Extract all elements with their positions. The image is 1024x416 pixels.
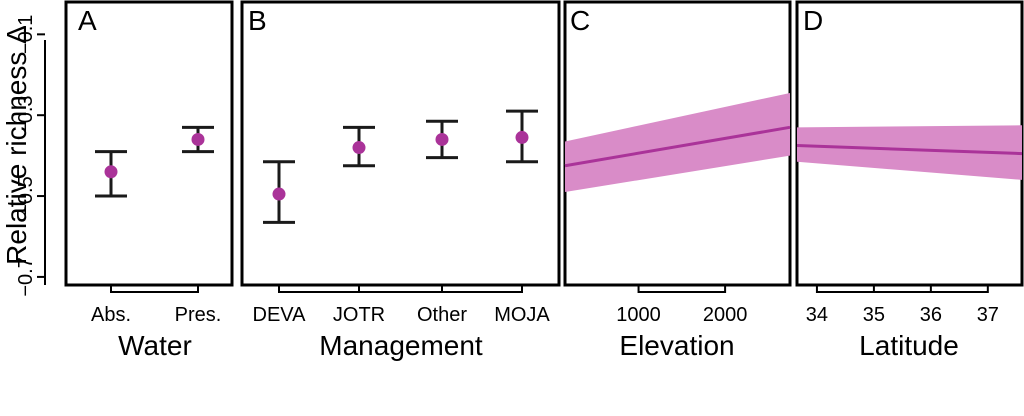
x-tick-label: JOTR [333, 304, 385, 326]
data-point [352, 141, 366, 155]
y-axis-title: Relative richness Δ [1, 25, 32, 265]
panel-c-marks: 1000 2000 [564, 92, 791, 326]
x-tick-label: Other [417, 304, 467, 326]
panel-b-xlabel: Management [319, 330, 483, 361]
panel-letter-a: A [78, 5, 97, 36]
data-point [272, 187, 286, 201]
data-point [435, 132, 449, 146]
x-tick-label: DEVA [253, 304, 307, 326]
x-tick-label: 2000 [703, 304, 748, 326]
y-tick-label: −0.7 [15, 257, 37, 296]
data-point [104, 165, 118, 179]
x-tick-label: 35 [863, 304, 885, 326]
x-tick-label: 34 [806, 304, 828, 326]
y-tick-label: −0.3 [15, 95, 37, 134]
x-tick-label: 37 [977, 304, 999, 326]
y-tick-label: −0.5 [15, 176, 37, 215]
trend-line [796, 144, 1023, 156]
x-tick-label: 1000 [616, 304, 661, 326]
panel-a-xlabel: Water [118, 330, 192, 361]
panel-b-marks: DEVA JOTR Other MOJA [253, 109, 550, 326]
panel-letter-b: B [248, 5, 267, 36]
panel-d-xlabel: Latitude [859, 330, 959, 361]
y-axis: −0.1 −0.3 −0.5 −0.7 Relative richness Δ [1, 15, 46, 297]
x-tick-label: Abs. [91, 304, 131, 326]
data-point [515, 130, 529, 144]
trend-line [564, 125, 791, 168]
panel-letter-c: C [570, 5, 590, 36]
panel-a-frame [64, 0, 234, 287]
data-point [191, 132, 205, 146]
panel-c-xlabel: Elevation [619, 330, 734, 361]
confidence-band [797, 125, 1022, 180]
panel-d-marks: 34 35 36 37 [796, 125, 1023, 326]
x-tick-label: 36 [920, 304, 942, 326]
x-tick-label: Pres. [175, 304, 222, 326]
panel-a-marks: Abs. Pres. [91, 125, 222, 326]
x-tick-label: MOJA [494, 304, 550, 326]
confidence-band [565, 92, 790, 193]
panel-b-frame [240, 0, 561, 287]
y-tick-label: −0.1 [15, 15, 37, 54]
panel-letter-d: D [803, 5, 823, 36]
